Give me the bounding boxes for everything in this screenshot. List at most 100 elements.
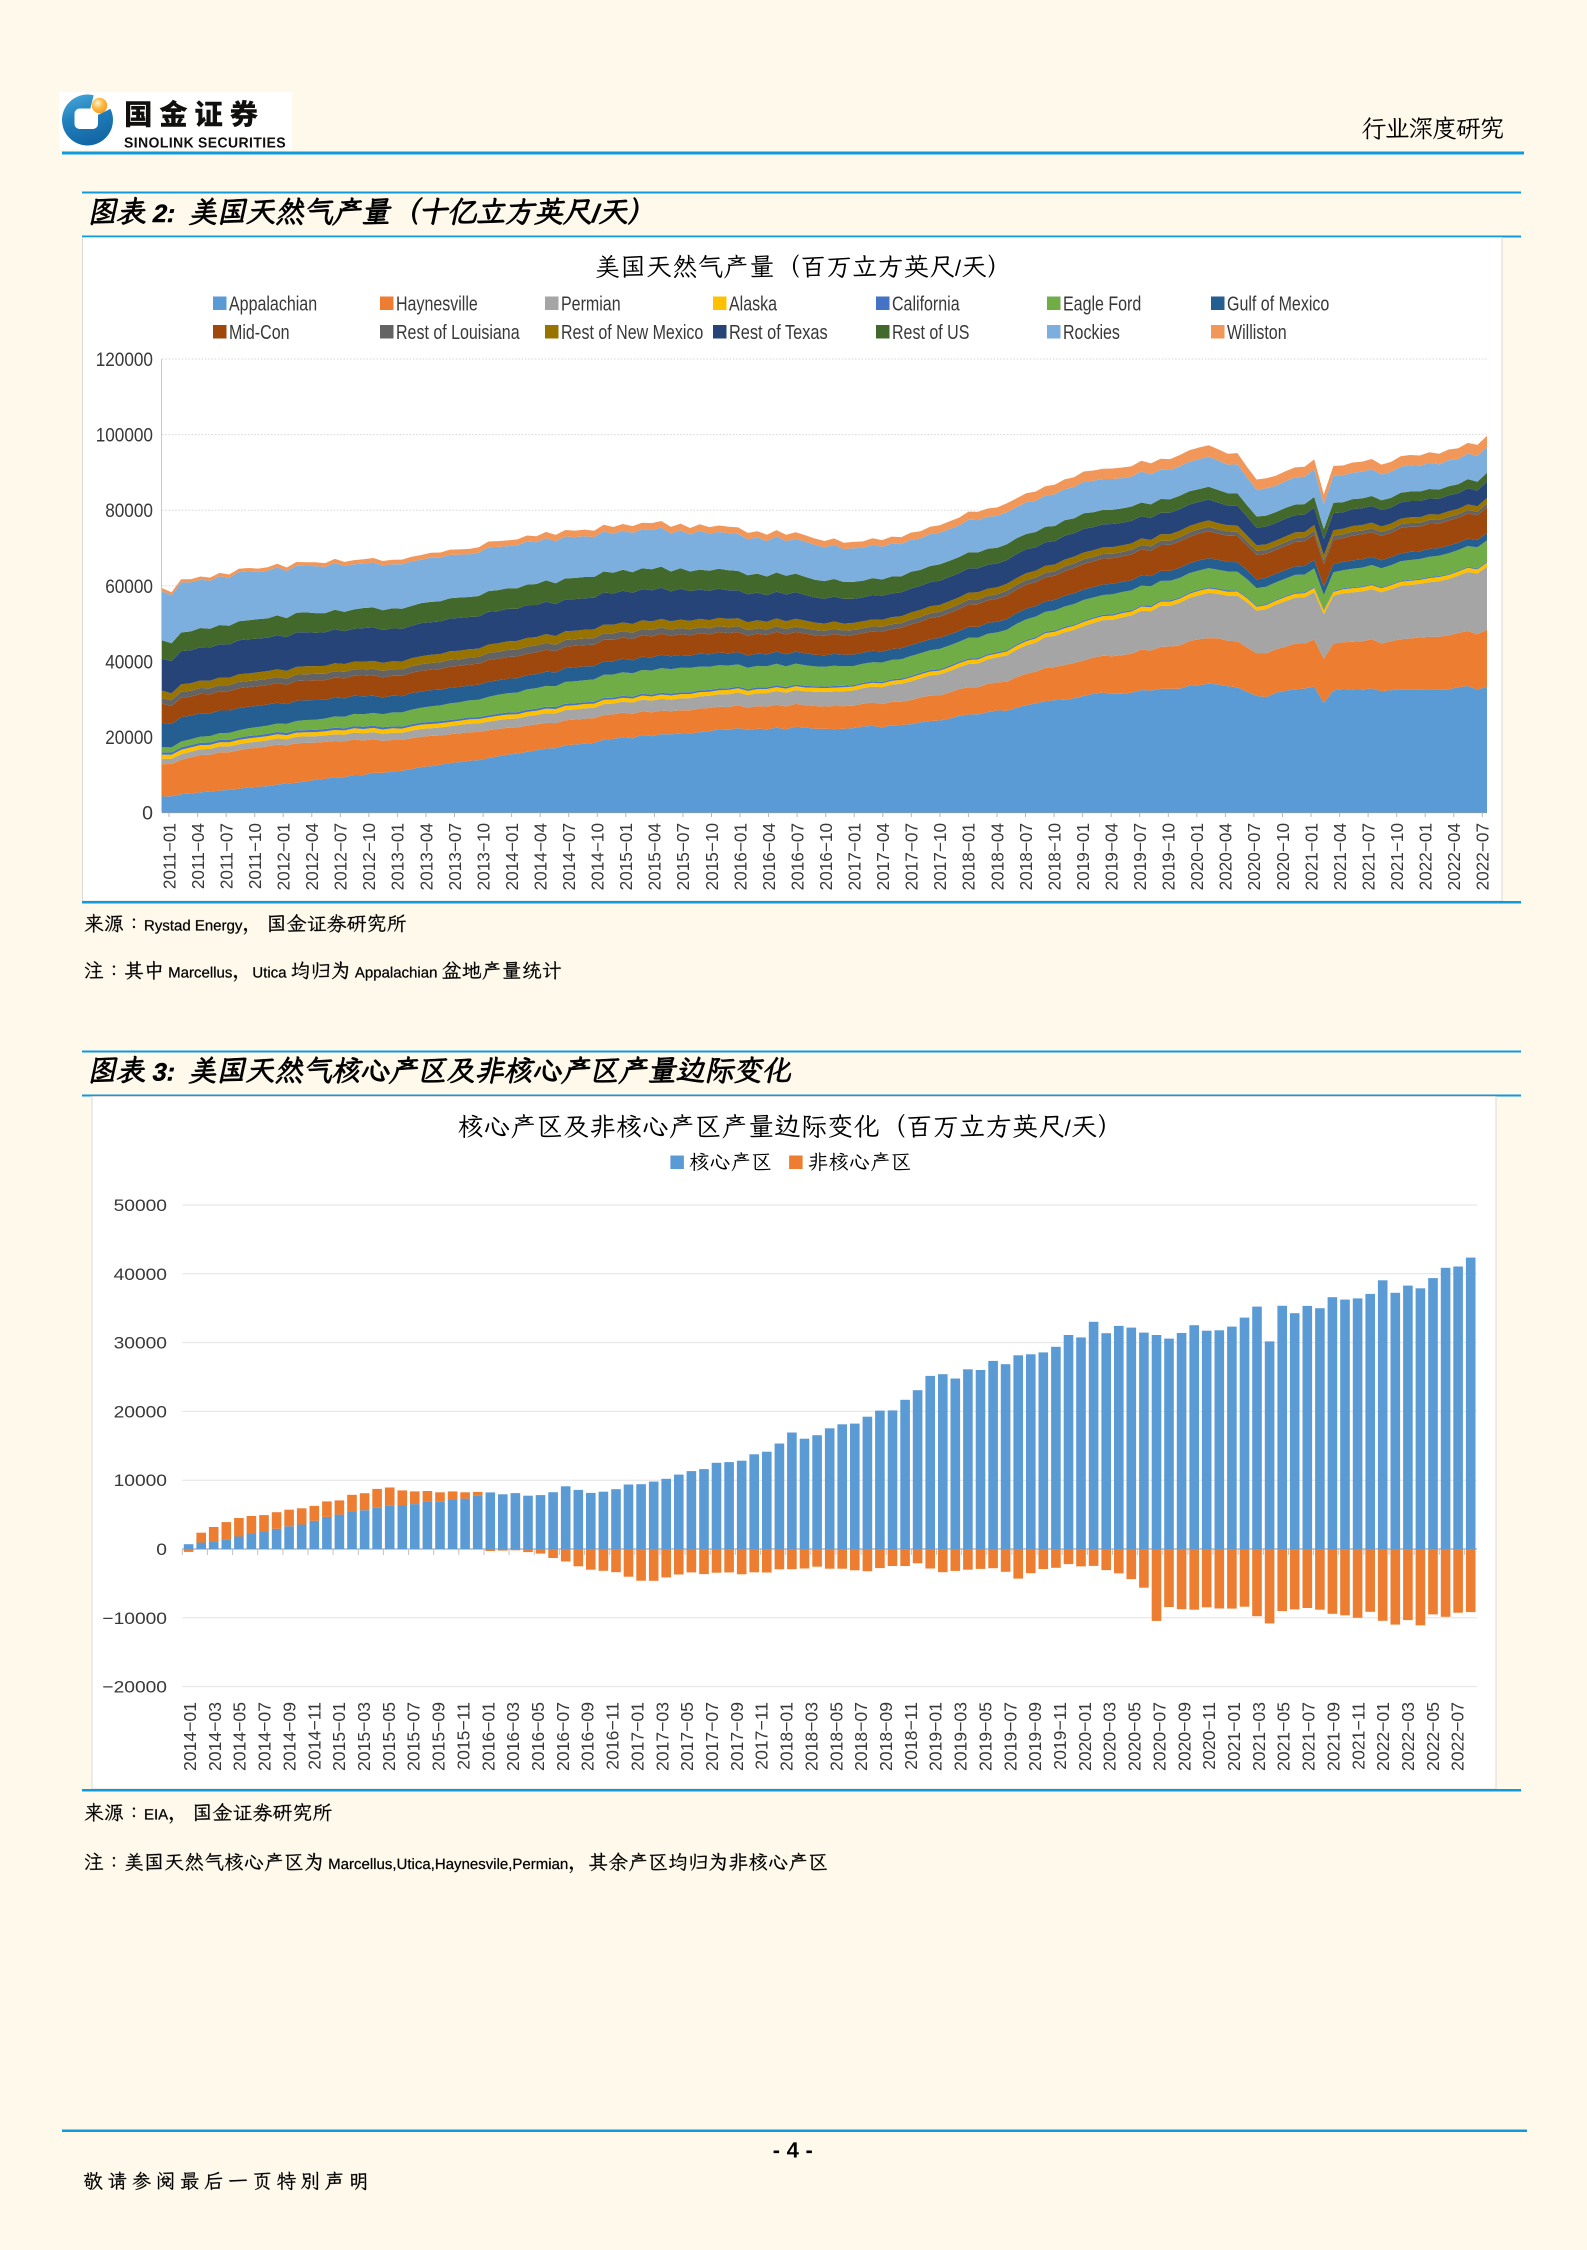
svg-text:2021−01: 2021−01 (1224, 1702, 1244, 1771)
svg-text:2017−09: 2017−09 (727, 1702, 747, 1771)
svg-text:2020−07: 2020−07 (1149, 1702, 1169, 1771)
svg-text:2022−01: 2022−01 (1373, 1702, 1393, 1771)
svg-text:2015−11: 2015−11 (453, 1702, 473, 1770)
svg-text:2017−11: 2017−11 (752, 1702, 772, 1770)
svg-text:2012−07: 2012−07 (331, 823, 351, 890)
svg-text:2017−03: 2017−03 (652, 1702, 672, 1771)
svg-text:2016−09: 2016−09 (578, 1702, 598, 1771)
svg-text:2014−07: 2014−07 (559, 823, 579, 890)
svg-text:2022−01: 2022−01 (1416, 823, 1436, 890)
svg-text:2020−05: 2020−05 (1125, 1702, 1145, 1771)
svg-text:Mid-Con: Mid-Con (229, 322, 290, 344)
svg-text:2017−01: 2017−01 (627, 1702, 647, 1771)
svg-text:2021−05: 2021−05 (1274, 1702, 1294, 1771)
svg-text:2011−04: 2011−04 (188, 823, 208, 890)
svg-text:Williston: Williston (1227, 322, 1287, 344)
svg-text:2011−07: 2011−07 (216, 823, 236, 889)
svg-text:2013−07: 2013−07 (445, 823, 465, 890)
svg-text:2013−01: 2013−01 (388, 823, 408, 890)
svg-text:2016−10: 2016−10 (816, 823, 836, 890)
svg-text:10000: 10000 (114, 1471, 167, 1490)
svg-text:2021−10: 2021−10 (1387, 823, 1407, 890)
svg-text:Rest of Louisiana: Rest of Louisiana (396, 322, 520, 344)
svg-text:2020−01: 2020−01 (1075, 1702, 1095, 1771)
svg-text:2020−10: 2020−10 (1273, 823, 1293, 890)
svg-text:60000: 60000 (105, 576, 153, 598)
svg-text:30000: 30000 (114, 1334, 167, 1353)
svg-text:2020−04: 2020−04 (1216, 823, 1236, 891)
svg-text:Rockies: Rockies (1063, 322, 1120, 344)
svg-text:Rest of US: Rest of US (892, 322, 969, 344)
svg-text:40000: 40000 (114, 1265, 167, 1284)
svg-text:2015−03: 2015−03 (354, 1702, 374, 1771)
svg-text:2022−07: 2022−07 (1473, 823, 1493, 890)
svg-text:50000: 50000 (114, 1196, 167, 1215)
svg-text:2012−04: 2012−04 (302, 823, 322, 891)
svg-text:2019−01: 2019−01 (1073, 823, 1093, 890)
svg-text:2020−11: 2020−11 (1199, 1702, 1219, 1770)
svg-text:2016−04: 2016−04 (759, 823, 779, 891)
svg-text:2018−07: 2018−07 (1016, 823, 1036, 890)
svg-text:2014−07: 2014−07 (255, 1702, 275, 1771)
svg-text:2019−05: 2019−05 (975, 1702, 995, 1771)
svg-text:Appalachian: Appalachian (229, 294, 317, 316)
svg-text:2015−07: 2015−07 (673, 823, 693, 890)
svg-text:0: 0 (156, 1540, 167, 1559)
svg-text:20000: 20000 (114, 1402, 167, 1421)
svg-text:2017−07: 2017−07 (902, 823, 922, 890)
svg-text:100000: 100000 (96, 425, 153, 447)
svg-text:Permian: Permian (561, 294, 621, 316)
svg-text:2019−03: 2019−03 (951, 1702, 971, 1771)
svg-text:2018−07: 2018−07 (851, 1702, 871, 1771)
svg-text:2022−04: 2022−04 (1444, 823, 1464, 891)
svg-text:2014−10: 2014−10 (588, 823, 608, 890)
svg-text:2019−01: 2019−01 (926, 1702, 946, 1771)
svg-text:Haynesville: Haynesville (396, 294, 478, 316)
svg-text:Rest of Texas: Rest of Texas (729, 322, 828, 344)
svg-text:40000: 40000 (105, 651, 153, 673)
svg-text:2018−03: 2018−03 (801, 1702, 821, 1771)
svg-text:2021−07: 2021−07 (1358, 823, 1378, 890)
svg-text:2018−01: 2018−01 (777, 1702, 797, 1771)
svg-text:Gulf of Mexico: Gulf of Mexico (1227, 294, 1329, 316)
svg-text:Rest of New Mexico: Rest of New Mexico (561, 322, 703, 344)
svg-text:2021−11: 2021−11 (1348, 1702, 1368, 1770)
svg-text:2019−07: 2019−07 (1130, 823, 1150, 890)
svg-text:2021−03: 2021−03 (1249, 1702, 1269, 1771)
svg-text:80000: 80000 (105, 500, 153, 522)
svg-text:2022−03: 2022−03 (1398, 1702, 1418, 1771)
svg-text:2021−09: 2021−09 (1323, 1702, 1343, 1771)
svg-text:2021−07: 2021−07 (1299, 1702, 1319, 1771)
svg-text:2020−03: 2020−03 (1100, 1702, 1120, 1771)
svg-text:2016−03: 2016−03 (503, 1702, 523, 1771)
svg-text:2011−10: 2011−10 (245, 823, 265, 889)
svg-text:Eagle Ford: Eagle Ford (1063, 294, 1141, 316)
svg-text:2015−09: 2015−09 (429, 1702, 449, 1771)
svg-text:California: California (892, 294, 960, 316)
svg-text:2014−03: 2014−03 (205, 1702, 225, 1771)
svg-text:2013−04: 2013−04 (416, 823, 436, 891)
svg-text:2018−10: 2018−10 (1044, 823, 1064, 890)
svg-text:2015−10: 2015−10 (702, 823, 722, 890)
svg-text:2016−01: 2016−01 (730, 823, 750, 890)
svg-text:2017−05: 2017−05 (677, 1702, 697, 1771)
svg-text:2019−04: 2019−04 (1102, 823, 1122, 891)
svg-text:Alaska: Alaska (729, 294, 778, 316)
svg-text:2015−01: 2015−01 (616, 823, 636, 890)
svg-text:2021−04: 2021−04 (1330, 823, 1350, 891)
svg-text:2012−10: 2012−10 (359, 823, 379, 890)
svg-text:2018−04: 2018−04 (987, 823, 1007, 891)
svg-text:2014−09: 2014−09 (279, 1702, 299, 1771)
svg-text:2015−01: 2015−01 (329, 1702, 349, 1771)
svg-text:2014−05: 2014−05 (230, 1702, 250, 1771)
svg-text:2014−01: 2014−01 (502, 823, 522, 890)
svg-text:20000: 20000 (105, 727, 153, 749)
svg-text:2022−05: 2022−05 (1423, 1702, 1443, 1771)
svg-text:2014−04: 2014−04 (531, 823, 551, 891)
svg-text:2019−10: 2019−10 (1159, 823, 1179, 890)
svg-text:2015−07: 2015−07 (404, 1702, 424, 1771)
svg-text:−20000: −20000 (102, 1678, 167, 1697)
svg-text:2018−09: 2018−09 (876, 1702, 896, 1771)
svg-text:2017−10: 2017−10 (930, 823, 950, 890)
svg-text:2013−10: 2013−10 (473, 823, 493, 890)
